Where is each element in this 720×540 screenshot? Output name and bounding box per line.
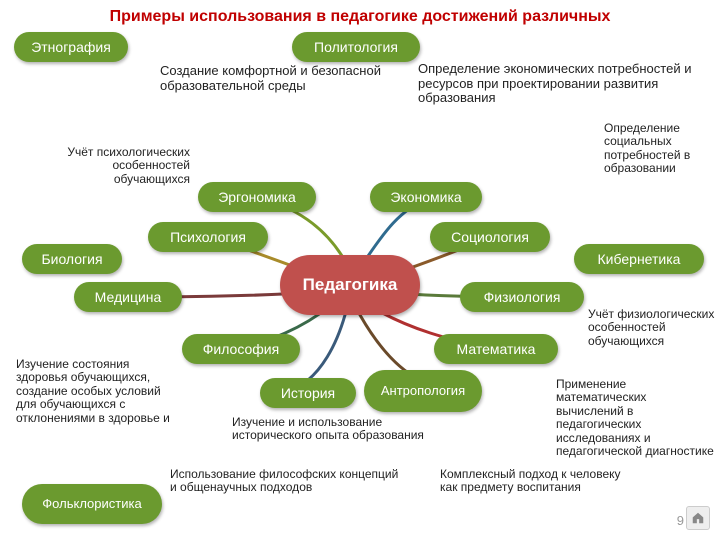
node-bio: Биология [22,244,122,274]
description-6: Изучение и использование исторического о… [232,416,442,443]
home-button[interactable] [686,506,710,530]
diagram-stage: Примеры использования в педагогике дости… [0,0,720,540]
node-kib: Кибернетика [574,244,704,274]
description-0: Создание комфортной и безопасной образов… [160,64,390,93]
page-number: 9 [677,513,684,528]
node-soc: Социология [430,222,550,252]
description-2: Учёт психологических особенностей обучаю… [60,146,190,186]
node-erg-label: Эргономика [218,190,296,205]
description-1: Определение экономических потребностей и… [418,62,708,106]
node-etn-label: Этнография [31,40,111,55]
central-node: Педагогика [280,255,420,315]
node-etn: Этнография [14,32,128,62]
page-title: Примеры использования в педагогике дости… [0,8,720,26]
node-hist-label: История [281,386,335,401]
node-ant-label: Антропология [381,384,465,398]
node-psy: Психология [148,222,268,252]
node-folk: Фольклористика [22,484,162,524]
node-med: Медицина [74,282,182,312]
edge-hist [308,315,345,380]
node-med-label: Медицина [95,290,162,305]
description-7: Использование философских концепций и об… [170,468,400,495]
node-hist: История [260,378,356,408]
node-eco: Экономика [370,182,482,212]
node-phil-label: Философия [203,342,279,357]
node-psy-label: Психология [170,230,246,245]
description-5: Изучение состояния здоровья обучающихся,… [16,358,176,425]
node-mat: Математика [434,334,558,364]
description-9: Комплексный подход к человеку как предме… [440,468,640,495]
node-pol: Политология [292,32,420,62]
node-mat-label: Математика [457,342,536,357]
node-erg: Эргономика [198,182,316,212]
node-fizl-label: Физиология [484,290,561,305]
node-folk-label: Фольклористика [42,497,141,511]
node-bio-label: Биология [41,252,102,267]
node-pol-label: Политология [314,40,398,55]
central-label: Педагогика [303,276,398,294]
node-soc-label: Социология [451,230,529,245]
node-kib-label: Кибернетика [598,252,681,267]
description-8: Применение математических вычислений в п… [556,378,714,459]
description-4: Учёт физиологических особенностей обучаю… [588,308,716,348]
home-icon [691,511,705,525]
node-fizl: Физиология [460,282,584,312]
node-ant: Антропология [364,370,482,412]
node-eco-label: Экономика [390,190,461,205]
node-phil: Философия [182,334,300,364]
description-3: Определение социальных потребностей в об… [604,122,714,176]
